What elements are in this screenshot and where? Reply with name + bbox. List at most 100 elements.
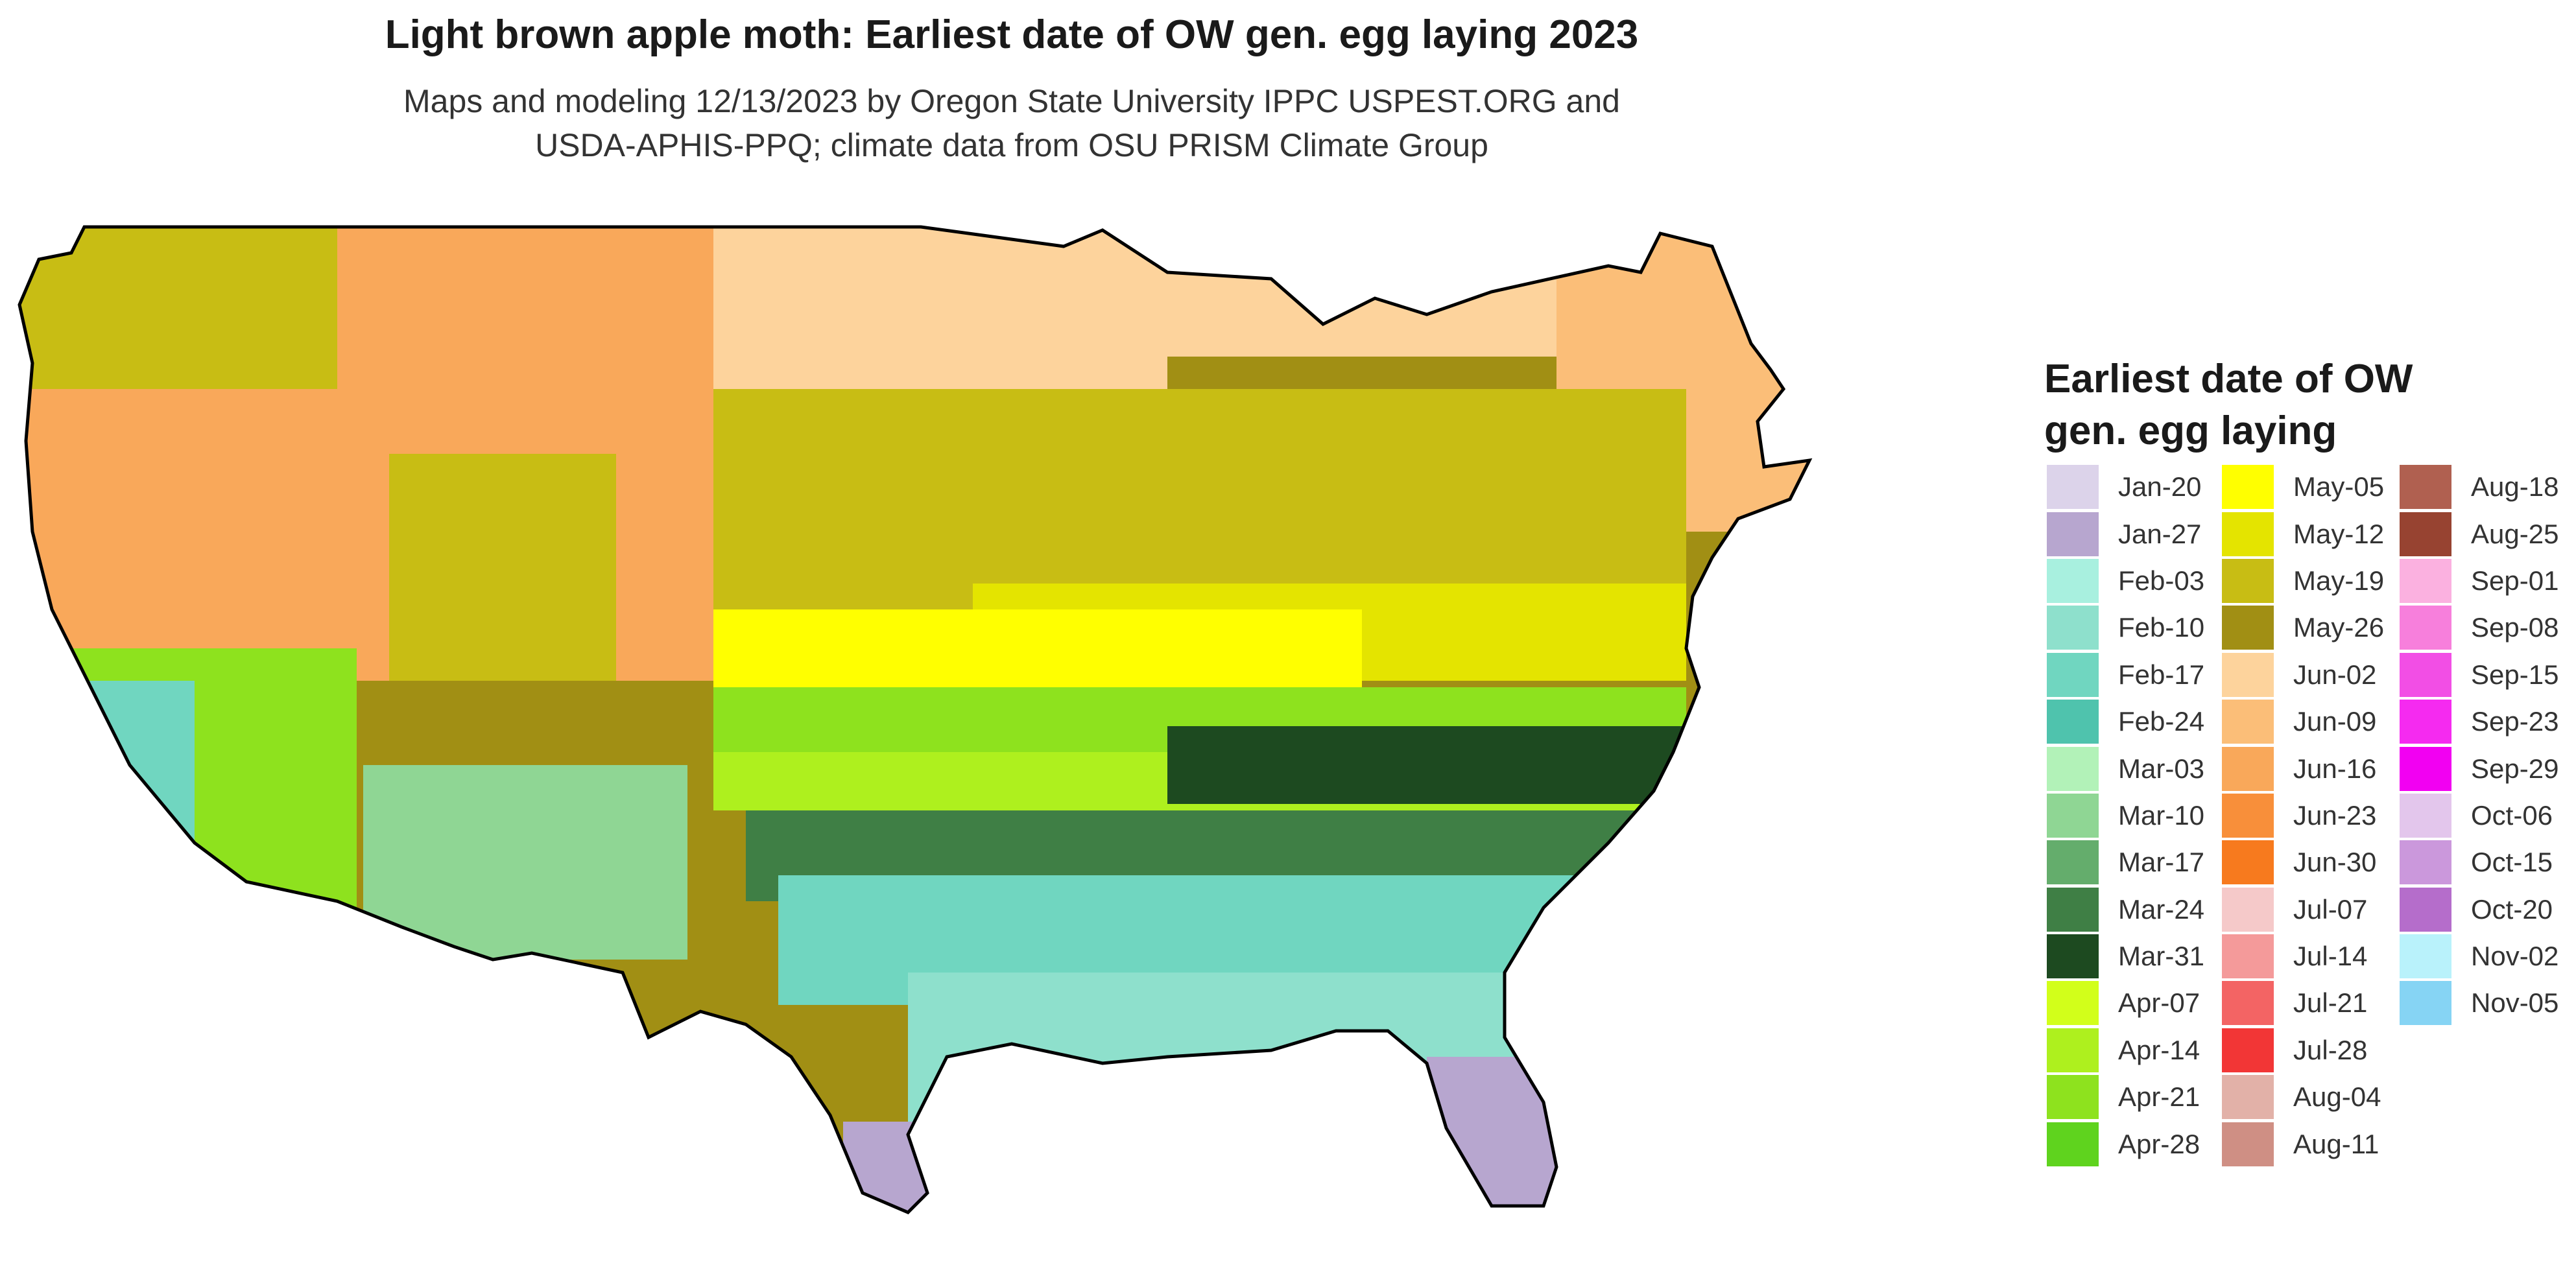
legend-label: Aug-04 bbox=[2293, 1081, 2381, 1113]
legend-label: Jul-28 bbox=[2293, 1034, 2368, 1065]
legend-label: Feb-24 bbox=[2118, 706, 2205, 737]
legend-label: Jun-16 bbox=[2293, 753, 2377, 784]
legend-item: Sep-29 bbox=[2400, 745, 2558, 792]
legend-swatch bbox=[2222, 1122, 2274, 1166]
legend-item: Jan-27 bbox=[2047, 510, 2204, 557]
legend-item: Apr-21 bbox=[2047, 1074, 2204, 1120]
legend-item: Jun-23 bbox=[2222, 792, 2384, 839]
legend-item: Mar-31 bbox=[2047, 933, 2204, 980]
legend-swatch bbox=[2222, 746, 2274, 791]
legend-label: Sep-29 bbox=[2471, 753, 2559, 784]
legend-title-line-2: gen. egg laying bbox=[2044, 408, 2337, 453]
legend-label: Nov-02 bbox=[2471, 941, 2559, 972]
legend-column-3: Aug-18 Aug-25 Sep-01 Sep-08 Sep-15 Sep-23 Sep-… bbox=[2400, 464, 2558, 1027]
legend-swatch bbox=[2400, 606, 2451, 650]
legend-swatch bbox=[2047, 1028, 2099, 1072]
legend-item: Apr-07 bbox=[2047, 980, 2204, 1026]
legend-label: May-05 bbox=[2293, 471, 2385, 502]
legend-label: Jul-14 bbox=[2293, 941, 2368, 972]
legend-label: Mar-03 bbox=[2118, 753, 2205, 784]
legend-swatch bbox=[2222, 700, 2274, 744]
legend-swatch bbox=[2400, 700, 2451, 744]
legend-label: Mar-24 bbox=[2118, 893, 2205, 925]
subtitle-line-2: USDA-APHIS-PPQ; climate data from OSU PR… bbox=[535, 127, 1488, 163]
map-fill-layer bbox=[19, 227, 1809, 1212]
legend-label: Oct-20 bbox=[2471, 893, 2553, 925]
legend-swatch bbox=[2400, 981, 2451, 1026]
legend-label: Aug-25 bbox=[2471, 518, 2559, 549]
legend-swatch bbox=[2047, 512, 2099, 556]
legend-label: Mar-31 bbox=[2118, 941, 2205, 972]
legend-swatch bbox=[2047, 558, 2099, 603]
legend-label: Nov-05 bbox=[2471, 987, 2559, 1019]
legend-label: Sep-23 bbox=[2471, 706, 2559, 737]
legend-swatch bbox=[2222, 652, 2274, 697]
legend-swatch bbox=[2400, 746, 2451, 791]
legend-item: Jul-28 bbox=[2222, 1027, 2384, 1074]
legend-swatch bbox=[2400, 793, 2451, 838]
legend-swatch bbox=[2222, 1028, 2274, 1072]
legend-swatch bbox=[2047, 465, 2099, 510]
legend-item: Nov-02 bbox=[2400, 933, 2558, 980]
legend-item: May-05 bbox=[2222, 464, 2384, 510]
legend-label: Feb-17 bbox=[2118, 659, 2205, 690]
legend-swatch bbox=[2222, 1075, 2274, 1120]
legend-label: Mar-10 bbox=[2118, 799, 2205, 831]
legend-item: Jul-14 bbox=[2222, 933, 2384, 980]
legend-swatch bbox=[2047, 981, 2099, 1026]
legend-label: Sep-15 bbox=[2471, 659, 2559, 690]
legend-label: Aug-18 bbox=[2471, 471, 2559, 502]
legend-label: Jan-27 bbox=[2118, 518, 2202, 549]
legend-label: Sep-08 bbox=[2471, 612, 2559, 643]
legend-title: Earliest date of OW gen. egg laying bbox=[2044, 353, 2563, 457]
legend-item: Jun-30 bbox=[2222, 839, 2384, 886]
legend-item: Apr-28 bbox=[2047, 1120, 2204, 1167]
us-degree-day-map bbox=[0, 195, 2010, 1264]
legend-swatch bbox=[2400, 558, 2451, 603]
legend-item: Mar-24 bbox=[2047, 886, 2204, 933]
legend-label: Oct-15 bbox=[2471, 847, 2553, 878]
legend-item: Jun-16 bbox=[2222, 745, 2384, 792]
legend-label: Jul-07 bbox=[2293, 893, 2368, 925]
legend-swatch bbox=[2222, 840, 2274, 885]
legend-swatch bbox=[2047, 934, 2099, 979]
legend-swatch bbox=[2222, 465, 2274, 510]
legend-label: Feb-03 bbox=[2118, 565, 2205, 596]
legend-item: Jun-09 bbox=[2222, 698, 2384, 745]
legend-swatch bbox=[2400, 652, 2451, 697]
legend-item: Feb-10 bbox=[2047, 604, 2204, 651]
legend-item: Jul-21 bbox=[2222, 980, 2384, 1026]
legend-label: Sep-01 bbox=[2471, 565, 2559, 596]
legend-item: Sep-08 bbox=[2400, 604, 2558, 651]
legend-label: Jul-21 bbox=[2293, 987, 2368, 1019]
legend-swatch bbox=[2047, 1122, 2099, 1166]
legend-label: Apr-28 bbox=[2118, 1128, 2200, 1159]
legend-swatch bbox=[2047, 606, 2099, 650]
legend-swatch bbox=[2400, 934, 2451, 979]
legend-item: Feb-03 bbox=[2047, 558, 2204, 604]
legend-item: Mar-17 bbox=[2047, 839, 2204, 886]
legend-swatch bbox=[2222, 887, 2274, 932]
legend-item: Oct-06 bbox=[2400, 792, 2558, 839]
legend-item: Mar-10 bbox=[2047, 792, 2204, 839]
legend-label: Aug-11 bbox=[2293, 1128, 2379, 1159]
legend-item: Feb-24 bbox=[2047, 698, 2204, 745]
legend-item: Aug-04 bbox=[2222, 1074, 2384, 1120]
legend-swatch bbox=[2222, 981, 2274, 1026]
legend-swatch bbox=[2400, 840, 2451, 885]
legend-swatch bbox=[2047, 746, 2099, 791]
map-subtitle: Maps and modeling 12/13/2023 by Oregon S… bbox=[0, 79, 2023, 167]
legend-swatch bbox=[2047, 793, 2099, 838]
legend-item: Apr-14 bbox=[2047, 1027, 2204, 1074]
legend-item: Sep-15 bbox=[2400, 652, 2558, 698]
legend-label: Mar-17 bbox=[2118, 847, 2205, 878]
legend-label: Apr-14 bbox=[2118, 1034, 2200, 1065]
legend-swatch bbox=[2222, 934, 2274, 979]
legend-item: Mar-03 bbox=[2047, 745, 2204, 792]
legend-label: Jan-20 bbox=[2118, 471, 2202, 502]
legend-item: Aug-25 bbox=[2400, 510, 2558, 557]
legend-swatch bbox=[2047, 887, 2099, 932]
legend-label: Oct-06 bbox=[2471, 799, 2553, 831]
legend-swatch bbox=[2047, 840, 2099, 885]
legend-swatch bbox=[2047, 1075, 2099, 1120]
